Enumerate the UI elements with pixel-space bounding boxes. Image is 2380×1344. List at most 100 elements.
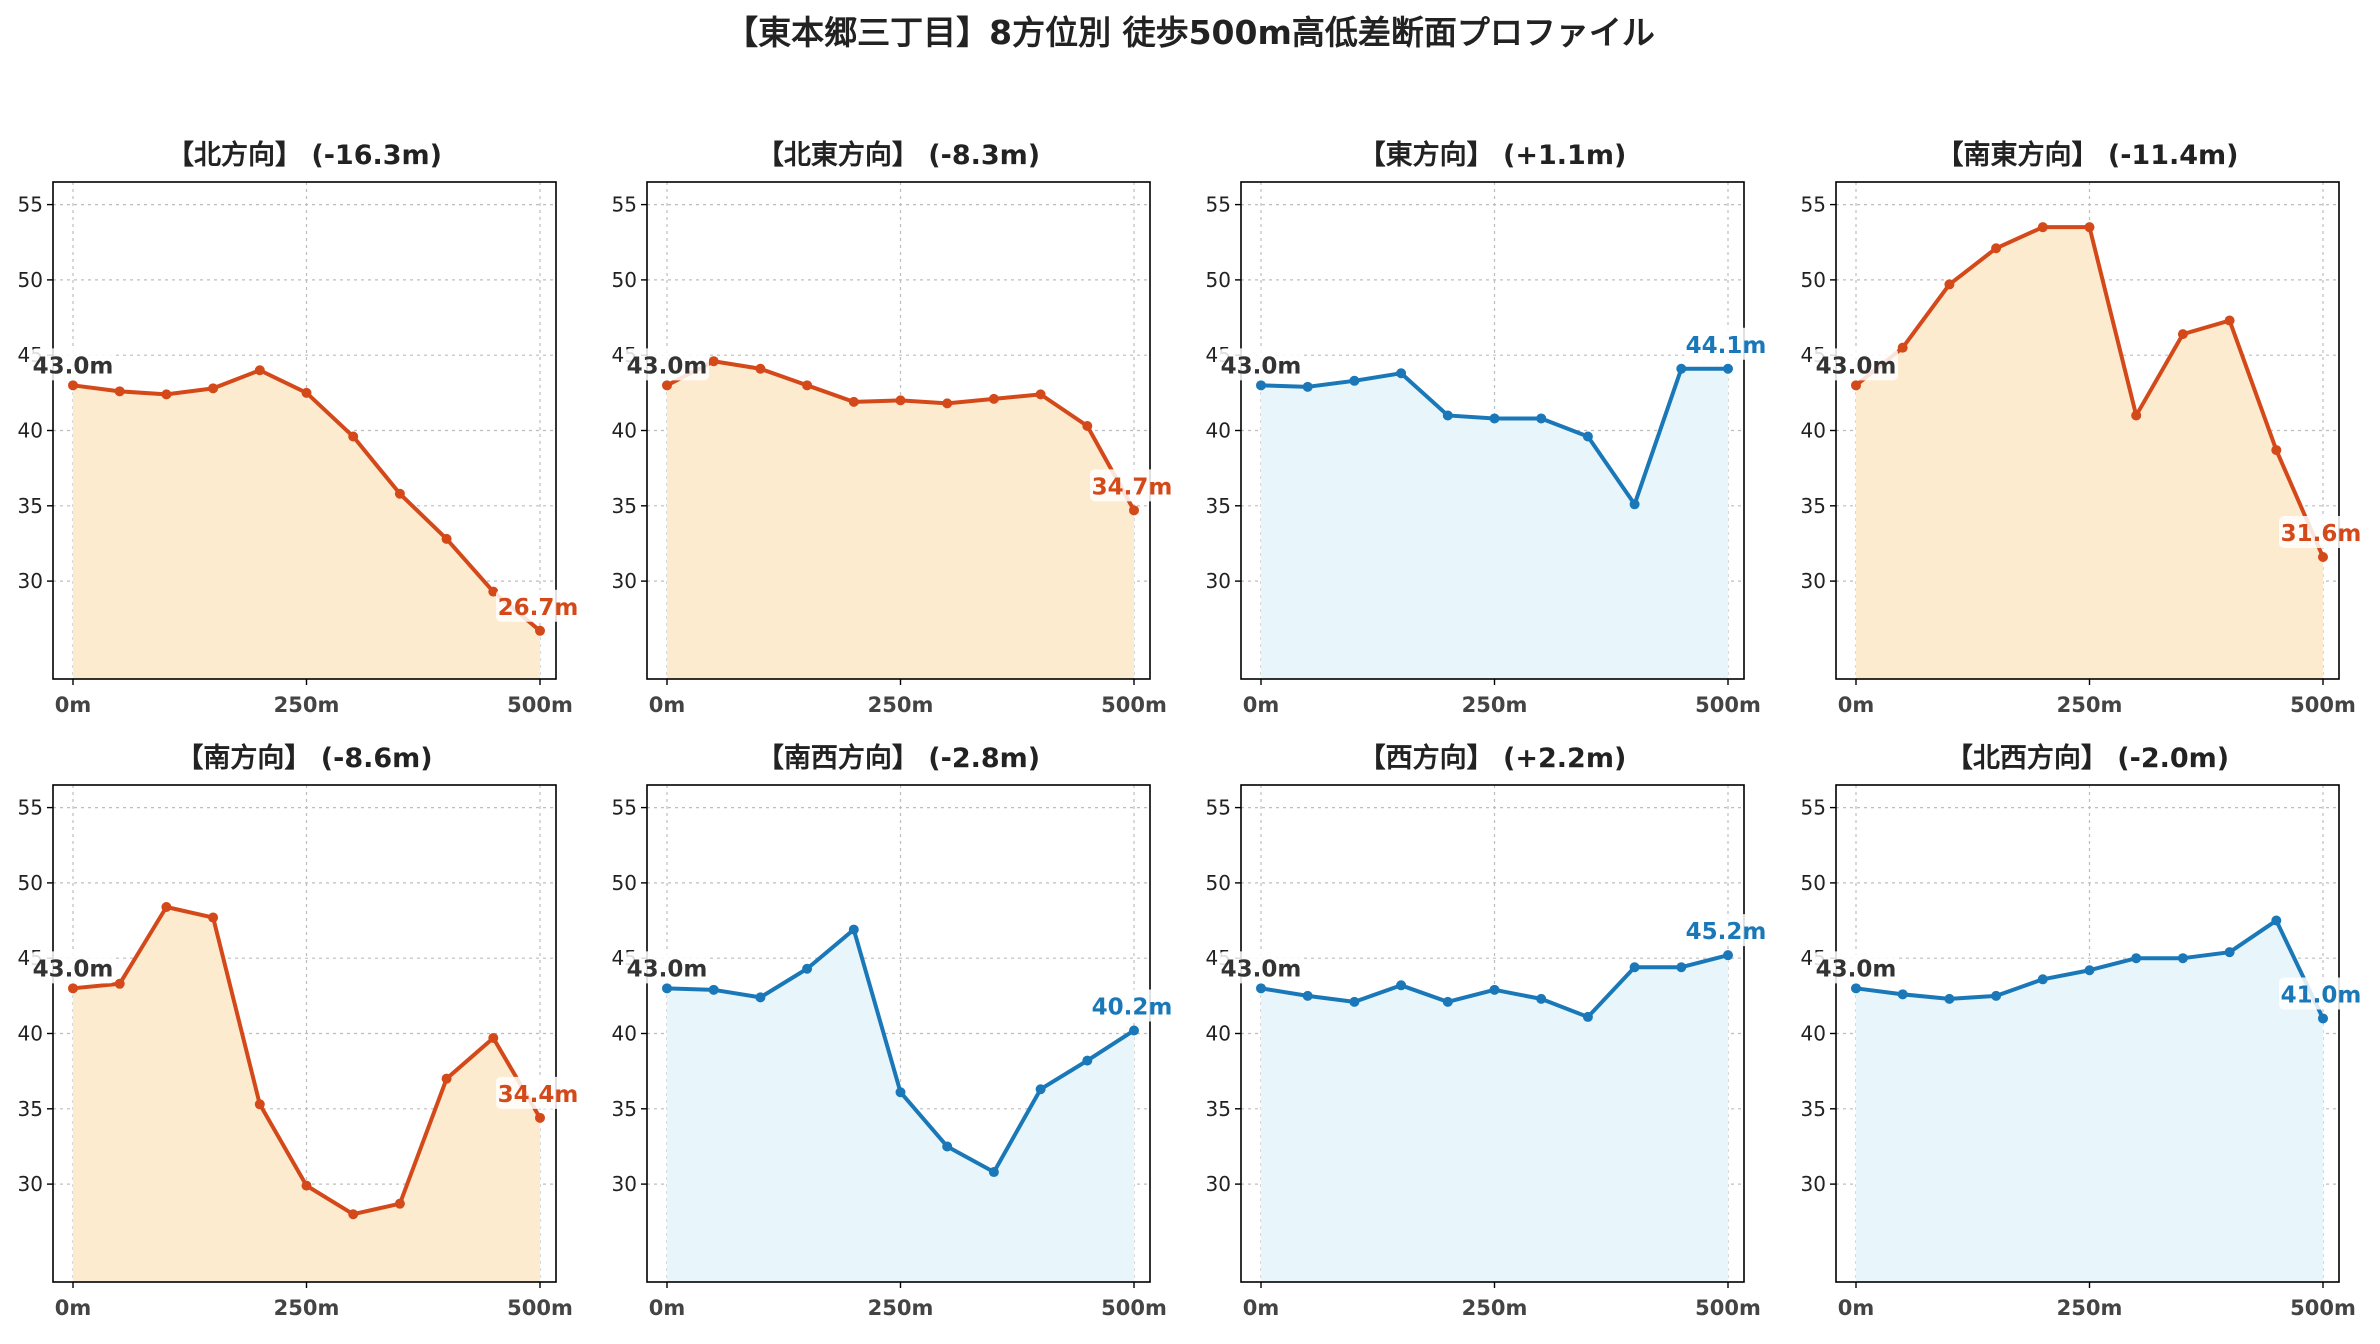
data-point [535,625,545,636]
x-tick-label: 0m [1243,1296,1280,1320]
area-fill [73,906,540,1282]
y-tick-label: 50 [612,871,637,895]
data-point [848,396,859,407]
x-tick-label: 250m [1462,1296,1528,1320]
data-point [2037,222,2048,233]
y-tick-label: 40 [18,1022,43,1046]
y-tick-label: 35 [1801,1097,1826,1121]
y-tick-label: 35 [1801,494,1826,518]
data-point [1129,505,1139,516]
y-tick-label: 30 [18,569,43,593]
end-label-box [1684,914,1768,947]
y-tick-label: 30 [1206,1172,1231,1196]
data-point [802,380,813,391]
data-point [441,533,452,544]
x-tick-label: 0m [1838,1296,1875,1320]
data-point [1302,990,1313,1001]
y-tick-label: 40 [1206,1022,1231,1046]
end-label: 34.7m [1092,474,1173,500]
data-point [2318,1013,2328,1024]
y-tick-label: 30 [612,569,637,593]
end-label-box [1090,989,1174,1022]
end-label: 44.1m [1686,333,1767,359]
data-point [348,431,359,442]
data-point [848,924,859,935]
x-tick-label: 250m [868,1296,934,1320]
subplot-title: 【東方向】 (+1.1m) [1359,139,1627,171]
x-tick-label: 0m [1838,693,1875,717]
data-point [1536,413,1547,424]
x-tick-label: 0m [1243,693,1280,717]
y-tick-label: 30 [18,1172,43,1196]
y-tick-label: 40 [1206,419,1231,443]
data-point [1629,499,1640,510]
y-tick-label: 55 [1801,796,1826,820]
data-point [441,1073,452,1084]
data-point [2084,965,2095,976]
data-point [1629,962,1640,973]
subplot-title: 【北西方向】 (-2.0m) [1946,742,2229,774]
data-point [1944,993,1955,1004]
data-point [1991,243,2002,254]
data-point [1489,984,1500,995]
data-point [662,983,672,994]
x-tick-label: 0m [55,1296,92,1320]
start-label: 43.0m [627,956,708,982]
start-label-box [625,348,709,381]
subplot-title: 【北方向】 (-16.3m) [167,139,442,171]
data-point [1256,983,1266,994]
data-point [1396,368,1407,379]
data-point [2131,953,2142,964]
data-point [161,389,172,400]
data-point [755,992,766,1003]
start-label-box [1814,348,1898,381]
x-tick-label: 500m [1101,693,1167,717]
data-point [1676,962,1687,973]
area-fill [667,361,1134,679]
x-tick-label: 0m [649,693,686,717]
y-tick-label: 50 [18,268,43,292]
start-label: 43.0m [33,956,114,982]
data-point [708,356,719,367]
data-point [1489,413,1500,424]
end-label: 26.7m [498,595,579,621]
y-tick-label: 35 [612,494,637,518]
y-tick-label: 55 [1801,193,1826,217]
y-tick-label: 55 [612,193,637,217]
data-point [1302,381,1313,392]
data-point [1851,983,1861,994]
data-point [394,488,405,499]
data-point [2224,947,2235,958]
data-point [2318,552,2328,563]
data-point [1991,990,2002,1001]
figure-title: 【東本郷三丁目】8方位別 徒歩500m高低差断面プロファイル [725,13,1655,52]
data-point [2177,953,2188,964]
y-tick-label: 35 [1206,494,1231,518]
subplot-title: 【南西方向】 (-2.8m) [757,742,1040,774]
data-point [988,393,999,404]
y-tick-label: 30 [1801,569,1826,593]
data-point [208,383,219,394]
data-point [488,586,499,597]
end-label: 34.4m [498,1082,579,1108]
y-tick-label: 40 [612,419,637,443]
y-tick-label: 35 [612,1097,637,1121]
start-label-box [625,951,709,984]
y-tick-label: 55 [18,193,43,217]
subplot-title: 【南東方向】 (-11.4m) [1936,139,2238,171]
data-point [208,912,219,923]
data-point [1082,420,1093,431]
x-tick-label: 0m [649,1296,686,1320]
x-tick-label: 500m [1695,1296,1761,1320]
data-point [1944,279,1955,290]
start-label: 43.0m [1816,956,1897,982]
y-tick-label: 55 [1206,193,1231,217]
start-label-box [31,951,115,984]
x-tick-label: 250m [274,1296,340,1320]
start-label-box [1219,348,1303,381]
